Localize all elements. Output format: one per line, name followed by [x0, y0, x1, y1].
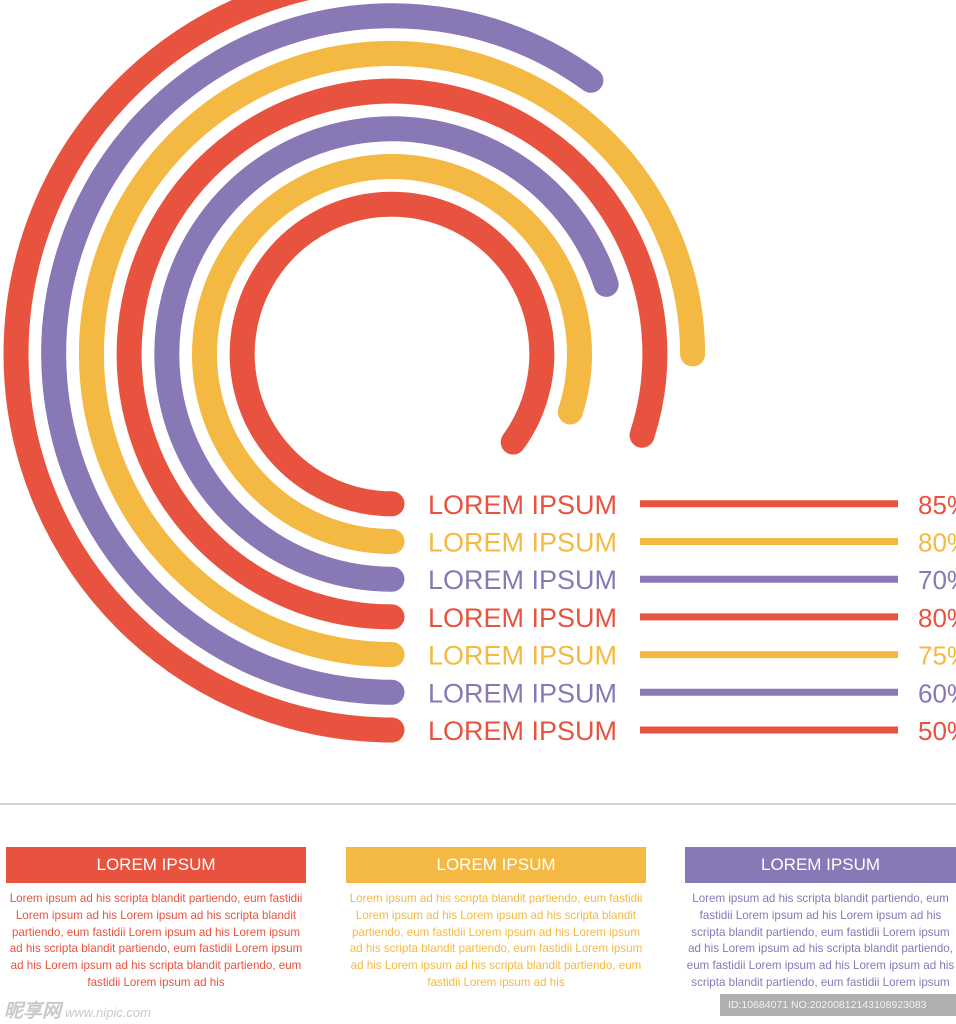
arc-7 — [3, 0, 405, 743]
card-1-header: LOREM IPSUM — [6, 847, 306, 883]
watermark-site-url: www.nipic.com — [65, 1005, 151, 1020]
arc-3 — [154, 116, 619, 592]
row-label-5: LOREM IPSUM — [428, 641, 617, 671]
row-value-5: 75% — [918, 641, 956, 671]
row-label-4: LOREM IPSUM — [428, 603, 617, 633]
watermark-site-name: 昵享网 — [4, 1001, 62, 1022]
arc-2 — [192, 154, 592, 554]
watermark-image-id: ID:10684071 NO:20200812143108923083 — [720, 994, 956, 1016]
row-value-7: 50% — [918, 716, 956, 746]
row-label-7: LOREM IPSUM — [428, 716, 617, 746]
section-divider — [0, 803, 956, 805]
arc-5 — [78, 40, 706, 668]
row-value-3: 70% — [918, 565, 956, 595]
card-2-header: LOREM IPSUM — [346, 847, 646, 883]
info-card-2: LOREM IPSUM Lorem ipsum ad his scripta b… — [346, 847, 646, 991]
arc-6 — [41, 3, 604, 705]
watermark-site: 昵享网 www.nipic.com — [4, 996, 151, 1023]
arc-4 — [116, 78, 668, 630]
info-card-3: LOREM IPSUM Lorem ipsum ad his scripta b… — [685, 847, 956, 991]
row-label-1: LOREM IPSUM — [428, 490, 617, 520]
card-1-text: Lorem ipsum ad his scripta blandit parti… — [9, 892, 303, 989]
row-value-2: 80% — [918, 528, 956, 558]
arc-1 — [229, 191, 555, 517]
row-value-1: 85% — [918, 490, 956, 520]
card-2-text: Lorem ipsum ad his scripta blandit parti… — [349, 892, 643, 989]
row-label-2: LOREM IPSUM — [428, 528, 617, 558]
radial-bar-chart: LOREM IPSUM 85% LOREM IPSUM 80% LOREM IPSUM 7… — [3, 0, 956, 746]
row-value-4: 80% — [918, 603, 956, 633]
card-3-header: LOREM IPSUM — [685, 847, 956, 883]
row-value-6: 60% — [918, 678, 956, 708]
row-label-6: LOREM IPSUM — [428, 678, 617, 708]
card-3-text: Lorem ipsum ad his scripta blandit parti… — [686, 892, 955, 989]
info-card-1: LOREM IPSUM Lorem ipsum ad his scripta b… — [6, 847, 306, 991]
row-label-3: LOREM IPSUM — [428, 565, 617, 595]
